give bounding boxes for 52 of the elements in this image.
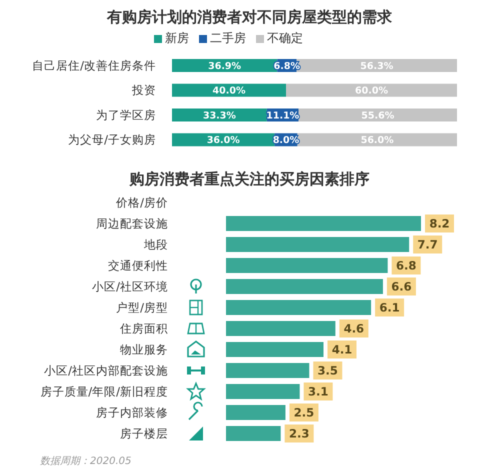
y-tick-label: 小区/社区内部配套设施: [44, 364, 168, 378]
data-label: 7.7: [417, 238, 438, 252]
data-label: 2.5: [294, 406, 314, 420]
data-label: 8.2: [429, 216, 450, 230]
y-tick-label: 为父母/子女购房: [68, 132, 156, 147]
bar: [226, 363, 310, 378]
bar: [226, 405, 286, 420]
y-tick-label: 户型/房型: [116, 300, 168, 314]
data-label: 6.8: [396, 258, 416, 272]
y-tick-label: 投资: [131, 83, 156, 98]
data-label: 60.0%: [355, 86, 388, 97]
data-label: 6.6: [391, 280, 412, 294]
data-label: 4.1: [332, 342, 352, 356]
y-tick-label: 交通便利性: [108, 258, 168, 272]
data-label: 4.6: [344, 322, 364, 336]
data-label: 55.6%: [361, 110, 395, 122]
text: 数据周期：2020.05: [39, 454, 132, 468]
data-label: 56.3%: [360, 60, 394, 72]
y-tick-label: 周边配套设施: [96, 216, 168, 230]
bar: [226, 342, 324, 357]
bar: [226, 237, 410, 252]
data-label: 56.0%: [360, 135, 394, 146]
legend-label: 新房: [164, 30, 189, 47]
data-label: 40.0%: [212, 86, 246, 97]
data-label: 6.1: [379, 300, 400, 314]
y-tick-label: 房子质量/年限/新旧程度: [40, 384, 168, 398]
data-label: 3.5: [318, 364, 338, 378]
bar: [226, 321, 336, 336]
bar: [226, 279, 383, 294]
y-tick-label: 价格/房价: [115, 196, 168, 210]
data-label: 36.0%: [206, 135, 240, 146]
bar: [226, 258, 388, 273]
data-label: 36.9%: [208, 60, 242, 72]
y-tick-label: 房子楼层: [120, 426, 168, 440]
legend-label: 不确定: [266, 30, 303, 47]
y-tick-label: 自己居住/改善住房条件: [32, 58, 156, 72]
data-label: 33.3%: [202, 110, 236, 122]
data-label: 3.1: [308, 384, 328, 398]
bar: [226, 216, 421, 231]
bar: [226, 300, 372, 315]
y-tick-label: 为了学区房: [96, 108, 156, 122]
chart-title: 购房消费者重点关注的买房因素排序: [128, 169, 370, 190]
y-tick-label: 物业服务: [120, 342, 168, 356]
y-tick-label: 小区/社区环境: [92, 280, 168, 294]
y-tick-label: 地段: [143, 238, 168, 252]
y-tick-label: 房子内部装修: [96, 406, 168, 420]
legend-label: 二手房: [209, 30, 246, 47]
data-label: 2.3: [289, 426, 310, 440]
bar: [226, 426, 281, 441]
chart-title: 有购房计划的消费者对不同房屋类型的需求: [106, 7, 393, 28]
bar: [226, 384, 300, 399]
y-tick-label: 住房面积: [119, 322, 168, 336]
